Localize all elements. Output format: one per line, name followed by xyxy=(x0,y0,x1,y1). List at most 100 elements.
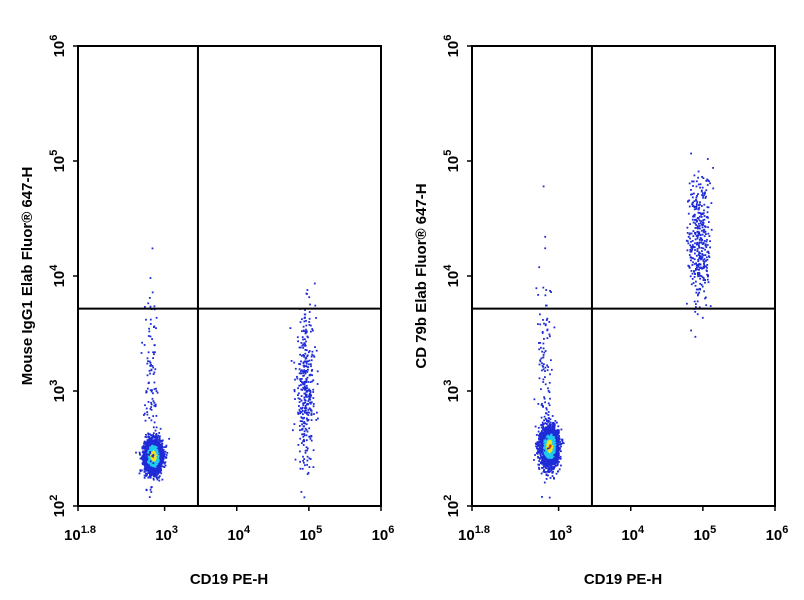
event-dot xyxy=(304,422,307,425)
x-tick-labels: 101.8 103 104 105 106 xyxy=(64,506,394,544)
event-dot xyxy=(149,437,151,440)
event-dot xyxy=(164,464,167,467)
event-dot xyxy=(533,459,535,461)
event-dot xyxy=(303,360,306,363)
event-dot xyxy=(146,439,149,442)
event-dot xyxy=(558,435,560,437)
event-dot xyxy=(151,468,154,470)
event-dot xyxy=(152,454,155,456)
event-dot xyxy=(148,369,151,372)
event-dot xyxy=(161,439,164,442)
event-dot xyxy=(146,458,149,461)
event-dot xyxy=(149,468,152,471)
event-dot xyxy=(149,488,152,491)
event-dot xyxy=(159,458,162,460)
event-dot xyxy=(157,458,159,460)
event-dot xyxy=(153,452,156,455)
event-dot xyxy=(149,362,152,364)
event-dot xyxy=(539,451,542,453)
event-dot xyxy=(163,446,165,448)
event-dot xyxy=(300,411,303,413)
event-dot xyxy=(305,384,308,387)
event-dot xyxy=(298,425,301,427)
event-dot xyxy=(144,442,147,445)
event-dot xyxy=(303,392,306,395)
event-dot xyxy=(145,475,147,477)
event-dot xyxy=(153,325,156,328)
event-dot xyxy=(305,362,308,365)
event-dot xyxy=(142,446,145,449)
event-dot xyxy=(553,422,556,425)
event-dot xyxy=(152,434,154,436)
event-dot xyxy=(309,374,311,376)
event-dot xyxy=(156,466,159,469)
event-dot xyxy=(306,463,308,466)
event-dot xyxy=(150,443,153,445)
event-dot xyxy=(309,401,311,404)
event-dot xyxy=(315,349,318,352)
event-dot xyxy=(305,292,308,295)
event-dot xyxy=(294,458,297,461)
event-dot xyxy=(159,463,162,466)
event-dot xyxy=(305,370,307,372)
event-dot xyxy=(161,478,164,481)
event-dot xyxy=(147,446,149,448)
event-dot xyxy=(303,421,306,423)
event-dot xyxy=(155,415,158,417)
event-dot xyxy=(559,457,562,460)
event-dot xyxy=(149,465,151,468)
event-dot xyxy=(153,371,156,374)
event-dot xyxy=(148,441,151,443)
event-dot xyxy=(151,436,154,439)
event-dot xyxy=(139,457,142,460)
event-dot xyxy=(155,426,158,429)
event-dot xyxy=(152,467,155,469)
event-dot xyxy=(534,454,536,456)
event-dot xyxy=(147,449,150,452)
event-dot xyxy=(317,417,319,420)
event-dot xyxy=(303,411,306,414)
y-tick-label: 104 xyxy=(48,264,68,288)
event-dot xyxy=(534,425,537,428)
event-dot xyxy=(306,459,309,462)
event-dot xyxy=(305,423,308,426)
event-dot xyxy=(551,475,554,477)
event-dot xyxy=(159,465,162,468)
event-dot xyxy=(149,441,152,444)
event-dot xyxy=(144,461,147,464)
event-dot xyxy=(306,371,309,373)
event-dot xyxy=(156,471,159,474)
event-dot xyxy=(153,442,156,445)
event-dot xyxy=(155,469,157,472)
event-dot xyxy=(300,416,303,419)
event-dot xyxy=(147,472,150,474)
event-dot xyxy=(162,465,165,468)
event-dot xyxy=(307,395,310,398)
event-dot xyxy=(534,442,537,445)
y-axis-label: Mouse IgG1 Elab Fluor® 647-H xyxy=(19,167,36,386)
event-dot xyxy=(153,467,156,470)
event-dot xyxy=(307,336,309,339)
event-dot xyxy=(152,456,155,458)
event-dot xyxy=(154,351,156,354)
event-dot xyxy=(308,363,310,366)
event-dot xyxy=(307,366,310,368)
event-dot xyxy=(298,346,301,349)
event-dot xyxy=(154,403,157,406)
event-dot xyxy=(558,468,561,471)
event-dot xyxy=(165,444,168,447)
event-dot xyxy=(307,400,310,402)
event-dot xyxy=(303,342,306,344)
event-dot xyxy=(154,368,157,371)
event-dot xyxy=(306,330,308,333)
event-dot xyxy=(300,381,303,383)
event-dot xyxy=(155,472,157,474)
event-dot xyxy=(145,433,147,436)
event-dot xyxy=(307,471,310,474)
event-dot xyxy=(302,338,304,341)
event-dot xyxy=(135,451,137,454)
event-dot xyxy=(304,408,307,410)
event-dot xyxy=(149,451,152,453)
event-dot xyxy=(300,491,303,493)
